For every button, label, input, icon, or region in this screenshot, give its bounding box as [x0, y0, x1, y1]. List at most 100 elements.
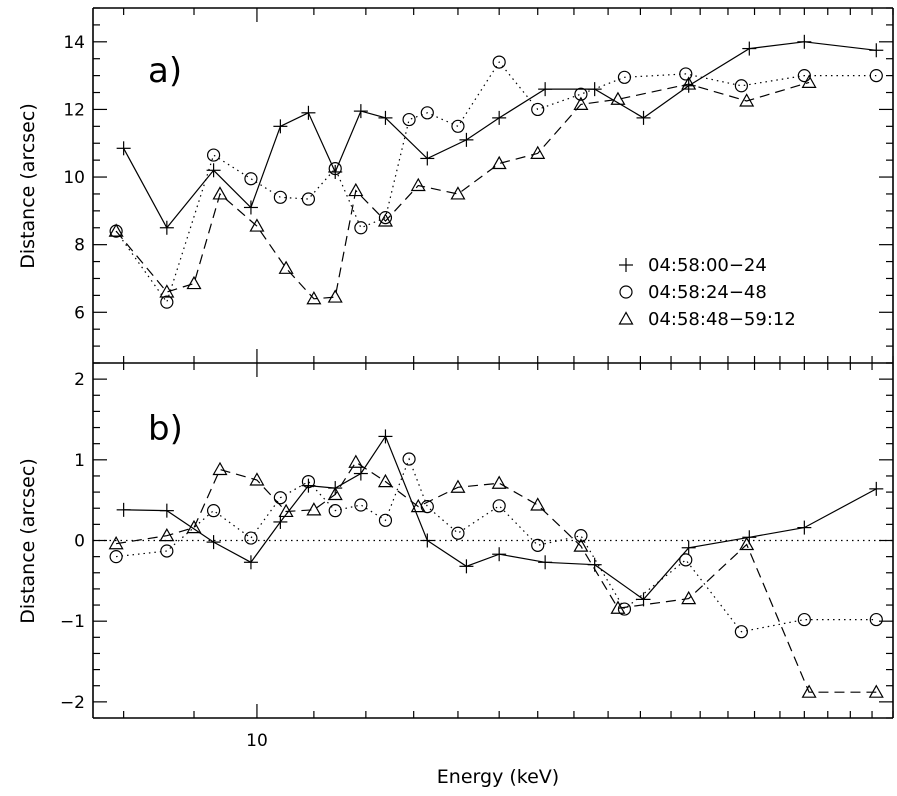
panel-b-series-2-point	[492, 499, 506, 513]
panel-b-series-3-point	[159, 527, 175, 542]
panel-a-series-3-point	[327, 289, 343, 303]
panel-b-series-2-line	[116, 457, 877, 633]
panel-b-y-axis-title: Distance (arcsec)	[17, 458, 39, 623]
panel-b-series-3-point	[278, 503, 294, 518]
panel-b-series	[108, 429, 884, 698]
panel-a-series	[108, 34, 884, 309]
panel-a: 6 8 10 12 14 a)	[63, 7, 894, 364]
panel-a-series-2-point	[531, 102, 545, 117]
panel-b-series-3-line	[116, 461, 877, 693]
panel-b-series-3-point	[610, 600, 626, 614]
panel-b-series-1-line	[123, 435, 877, 601]
panel-a-series-1-point	[116, 141, 131, 156]
legend-label-3: 04:58:48−59:12	[648, 309, 796, 330]
panel-b-series-3-point	[530, 497, 546, 511]
panel-b-series-2-point	[617, 602, 632, 616]
panel-a-series-1-point	[273, 119, 288, 134]
panel-a-series-2-point	[206, 148, 221, 162]
panel-a-series-3-point	[306, 291, 322, 305]
panel-a-series-3-point	[108, 223, 124, 237]
panel-b-series-1-point	[538, 555, 553, 570]
panel-a-series-1-point	[869, 43, 884, 58]
panel-a-series-1-point	[492, 110, 507, 125]
panel-a-series-3-point	[278, 260, 294, 274]
panel-a-series-3-point	[739, 93, 755, 107]
panel-b-series-2-point	[402, 452, 416, 466]
panel-a-series-1-point	[797, 34, 812, 49]
panel-b-series-2-point	[679, 553, 693, 567]
panel-b-series-3-point	[108, 536, 124, 550]
panel-a-series-2-point	[734, 79, 748, 93]
panel-b-series-1-point	[797, 520, 812, 535]
panel-a-series-2-point	[869, 69, 883, 83]
panel-b-series-3-point	[450, 479, 466, 493]
panel-b-series-3-point	[681, 590, 697, 605]
panel-b-y-tick-label: 2	[74, 370, 85, 390]
panel-b-series-3-point	[348, 454, 364, 468]
panel-b: −2 −1 0 1 2 10 b)	[60, 362, 894, 751]
panel-a-series-2-point	[797, 69, 811, 83]
panel-a-series-1-point	[301, 105, 316, 120]
panel-a-series-3-point	[212, 186, 228, 200]
panel-a-series-2-point	[574, 87, 588, 101]
panel-b-series-1-point	[243, 555, 258, 570]
panel-b-x-ticks: 10	[123, 363, 894, 751]
panel-a-series-3-point	[249, 218, 265, 232]
panel-b-series-1-point	[273, 514, 288, 529]
panel-a-series-1-point	[159, 220, 174, 235]
panel-a-series-1-point	[538, 82, 553, 97]
panel-b-series-3-point	[491, 475, 507, 489]
panel-a-series-3-point	[801, 74, 817, 88]
panel-a-series-2-point	[328, 161, 342, 176]
panel-b-series-1-point	[681, 540, 696, 555]
panel-b-series-3-point	[306, 502, 322, 516]
panel-a-series-1-point	[459, 132, 474, 147]
panel-b-series-1-point	[492, 547, 507, 562]
panel-a-series-2-point	[273, 190, 287, 204]
panel-b-series-3-point	[739, 536, 755, 551]
panel-b-series-1-point	[459, 559, 474, 574]
panel-a-series-1-point	[636, 110, 651, 125]
panel-a-series-1-point	[420, 151, 435, 166]
legend: 04:58:00−24 04:58:24−48 04:58:48−59:12	[618, 255, 796, 330]
panel-a-series-3-point	[450, 186, 466, 200]
panel-b-y-tick-label: 0	[74, 532, 85, 552]
panel-b-series-1-point	[353, 466, 368, 481]
panel-a-series-1-point	[353, 104, 368, 119]
panel-a-series-2-point	[402, 112, 416, 127]
panel-b-series-2-point	[574, 529, 588, 543]
panel-b-series-2-point	[273, 491, 287, 505]
panel-b-y-tick-label: −1	[60, 612, 85, 632]
legend-marker-3	[618, 311, 634, 325]
panel-b-series-1-point	[636, 592, 651, 607]
panel-a-y-tick-label: 10	[63, 168, 85, 188]
panel-a-series-3-point	[573, 96, 589, 110]
x-axis-title: Energy (keV)	[437, 766, 559, 788]
panel-b-series-1-point	[420, 533, 435, 548]
panel-a-series-2-point	[420, 106, 434, 120]
panel-b-series-3-point	[186, 519, 202, 534]
panel-b-series-3-point	[801, 684, 817, 698]
panel-b-y-ticks: −2 −1 0 1 2	[60, 362, 893, 719]
panel-a-series-3-point	[610, 91, 626, 105]
legend-label-1: 04:58:00−24	[648, 255, 767, 276]
panel-a-series-2-point	[354, 221, 368, 235]
panel-b-series-3-point	[249, 472, 265, 486]
panel-a-series-3-point	[681, 76, 697, 90]
panel-a-series-3-point	[186, 275, 202, 290]
panel-a-x-ticks	[123, 8, 894, 363]
panel-b-series-2-point	[797, 612, 811, 627]
panel-a-series-3-point	[491, 155, 507, 170]
panel-a-series-3-point	[530, 145, 546, 159]
panel-a-y-tick-label: 14	[63, 33, 85, 53]
panel-b-series-3-point	[377, 473, 393, 488]
panel-a-series-2-point	[378, 211, 393, 225]
legend-marker-1	[619, 258, 633, 272]
panel-b-series-3-point	[327, 486, 343, 501]
panel-a-series-2-point	[244, 172, 258, 186]
panel-b-series-1-point	[378, 429, 393, 444]
panel-b-y-tick-label: −2	[60, 693, 85, 713]
panel-b-series-1-point	[869, 481, 884, 496]
panel-b-y-tick-label: 1	[74, 451, 85, 471]
panel-b-series-2-point	[328, 504, 342, 518]
